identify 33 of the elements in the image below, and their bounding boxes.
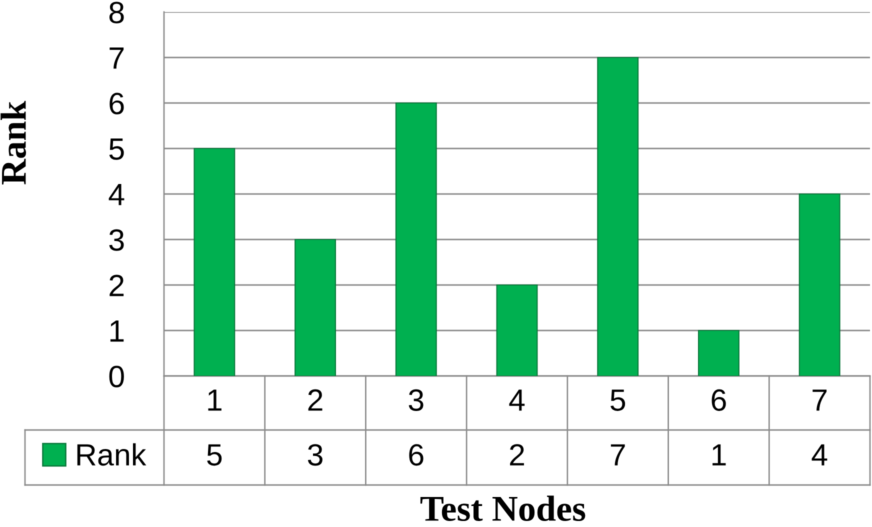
bar — [294, 238, 336, 376]
y-tick-label: 3 — [109, 229, 124, 251]
bar — [194, 148, 236, 376]
data-label: 1 — [712, 444, 726, 466]
data-label: 7 — [610, 444, 625, 466]
x-axis-title: Test Nodes — [420, 496, 586, 522]
y-tick-label: 2 — [110, 274, 124, 296]
x-tick-label: 5 — [610, 390, 626, 411]
y-tick-label: 4 — [108, 184, 124, 206]
x-tick-label: 1 — [208, 390, 222, 411]
x-tick-label: 3 — [408, 389, 424, 411]
y-tick-label: 5 — [109, 138, 124, 160]
bar — [496, 284, 538, 376]
y-tick-label: 0 — [109, 366, 124, 388]
data-label: 5 — [207, 444, 222, 466]
x-tick-label: 4 — [509, 390, 525, 411]
x-tick-label: 2 — [308, 389, 322, 411]
bar — [597, 56, 639, 376]
x-tick-label: 7 — [812, 390, 827, 411]
y-tick-label: 7 — [110, 48, 124, 69]
x-tick-label: 6 — [712, 389, 726, 411]
y-tick-label: 8 — [109, 2, 124, 24]
data-label: 2 — [510, 444, 524, 466]
y-tick-label: 1 — [110, 320, 124, 342]
data-label: 3 — [308, 444, 322, 466]
legend-label: Rank — [77, 443, 146, 466]
y-tick-label: 6 — [110, 92, 124, 114]
bar — [698, 330, 740, 376]
bar — [395, 102, 437, 376]
y-axis-title: Rank — [0, 100, 26, 185]
data-label: 6 — [409, 444, 424, 466]
bar — [798, 193, 840, 376]
data-label: 4 — [812, 444, 828, 466]
